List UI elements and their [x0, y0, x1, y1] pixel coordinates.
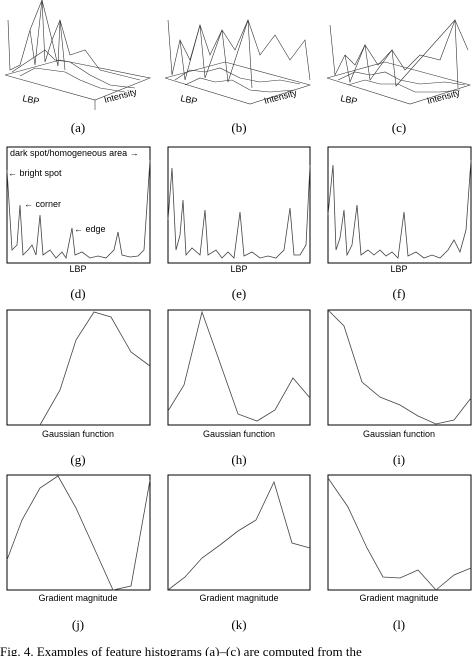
panel-label: (c) [392, 120, 406, 135]
curve [167, 480, 311, 591]
panel-label: (d) [70, 286, 85, 301]
axis-label: Intensity [263, 87, 298, 105]
caption: Fig. 4. Examples of feature histograms (… [0, 644, 362, 656]
plot-box [327, 309, 472, 426]
annotation: ← corner [24, 199, 61, 209]
curve [6, 475, 151, 591]
axis-label: Gradient magnitude [359, 593, 438, 603]
curve [167, 310, 311, 422]
axis-label: Gradient magnitude [38, 593, 117, 603]
axis-label: Gaussian function [363, 429, 435, 439]
axis-label: Intensity [426, 87, 461, 105]
annotation: dark spot/homogeneous area → [10, 148, 139, 158]
curve [167, 164, 311, 259]
plot-box [6, 309, 151, 426]
plot-box [327, 474, 472, 591]
axis-label: Gaussian function [203, 429, 275, 439]
annotation: ← edge [74, 224, 106, 234]
axis-label: Gradient magnitude [199, 593, 278, 603]
panel-label: (j) [72, 617, 84, 632]
panel-label: (a) [71, 120, 85, 135]
curve [327, 477, 472, 591]
curve [327, 309, 472, 425]
panel-label: (f) [393, 286, 406, 301]
curve [6, 159, 151, 260]
surface-c [326, 19, 472, 105]
panel-label: (g) [70, 452, 85, 467]
surface-b [164, 19, 312, 105]
panel-label: (l) [393, 617, 405, 632]
curve [39, 311, 151, 426]
plot-box [167, 146, 311, 264]
panel-label: (h) [231, 452, 246, 467]
axis-label: LBP [230, 264, 247, 274]
plot-box [6, 146, 151, 264]
panel-label: (i) [393, 452, 405, 467]
axis-label: Gaussian function [42, 429, 114, 439]
panel-label: (e) [232, 286, 246, 301]
panel-label: (b) [231, 120, 246, 135]
plot-box [167, 309, 311, 426]
surface-a [4, 0, 152, 110]
axis-label: LBP [22, 93, 41, 106]
curve [327, 159, 472, 259]
plot-box [6, 474, 151, 591]
axis-label: LBP [390, 264, 407, 274]
axis-label: LBP [180, 93, 199, 106]
plot-box [327, 146, 472, 264]
panel-label: (k) [231, 617, 246, 632]
axis-label: LBP [69, 264, 86, 274]
plot-box [167, 474, 311, 591]
annotation: ← bright spot [8, 168, 62, 178]
axis-label: LBP [340, 93, 359, 106]
